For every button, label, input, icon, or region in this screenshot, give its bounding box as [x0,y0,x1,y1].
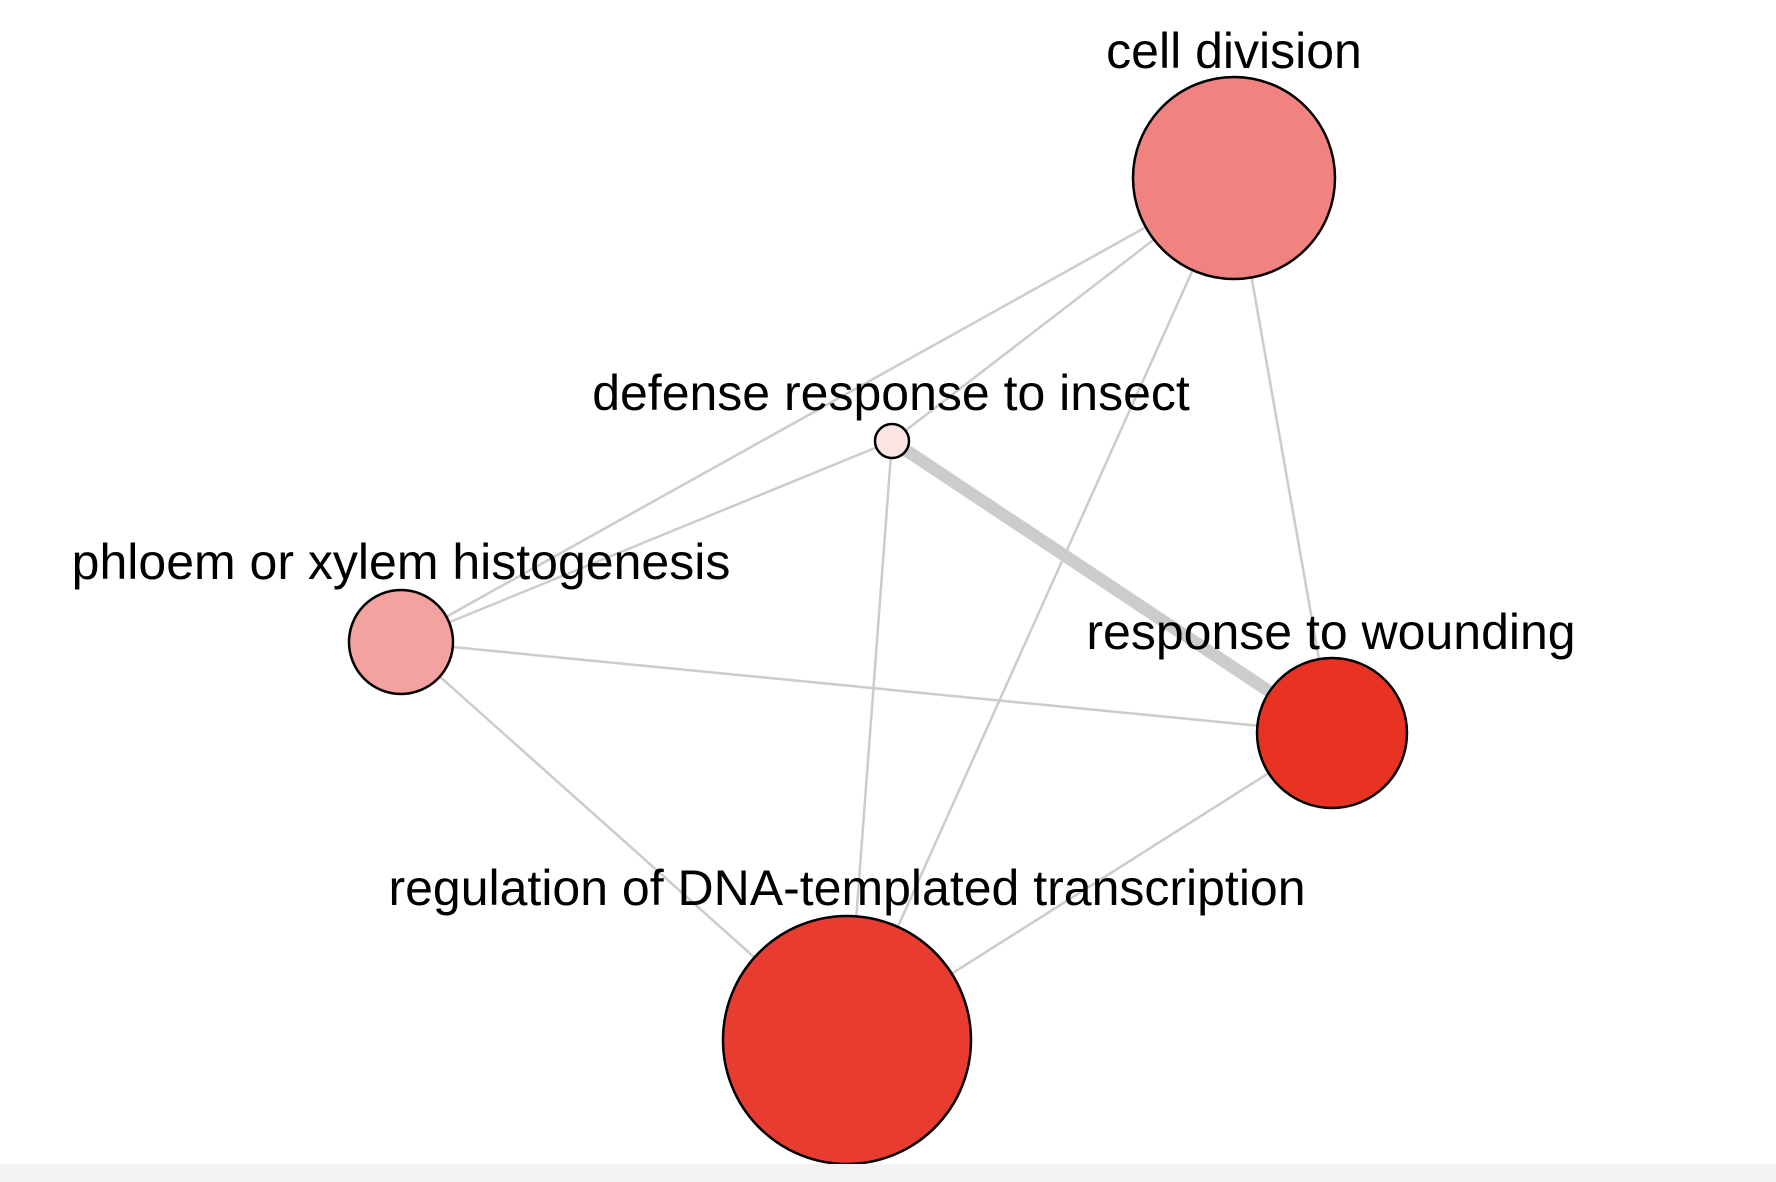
node-label-phloem-or-xylem-histogenesis: phloem or xylem histogenesis [72,534,731,590]
node-response-to-wounding[interactable] [1255,656,1409,810]
edge-defense-response-to-insect-to-phloem-or-xylem-histogenesis [400,439,893,644]
edge-defense-response-to-insect-to-response-to-wounding [888,435,1336,739]
node-label-defense-response-to-insect: defense response to insect [592,365,1190,421]
edge-cell-division-to-regulation-of-dna-templated-transcription [845,177,1236,1041]
node-cell-division[interactable] [1131,75,1337,281]
node-label-cell-division: cell division [1106,23,1362,79]
node-layer [347,75,1409,1166]
node-label-response-to-wounding: response to wounding [1086,604,1575,660]
label-layer: cell division defense response to insect p… [72,23,1576,916]
edge-cell-division-to-phloem-or-xylem-histogenesis [400,176,1235,644]
node-phloem-or-xylem-histogenesis[interactable] [347,588,455,696]
bottom-strip [0,1164,1776,1182]
node-defense-response-to-insect[interactable] [873,422,911,460]
node-regulation-of-dna-templated-transcription[interactable] [721,914,973,1166]
node-label-regulation-of-dna-templated-transcription: regulation of DNA-templated transcriptio… [388,860,1305,916]
edge-phloem-or-xylem-histogenesis-to-response-to-wounding [400,640,1333,735]
